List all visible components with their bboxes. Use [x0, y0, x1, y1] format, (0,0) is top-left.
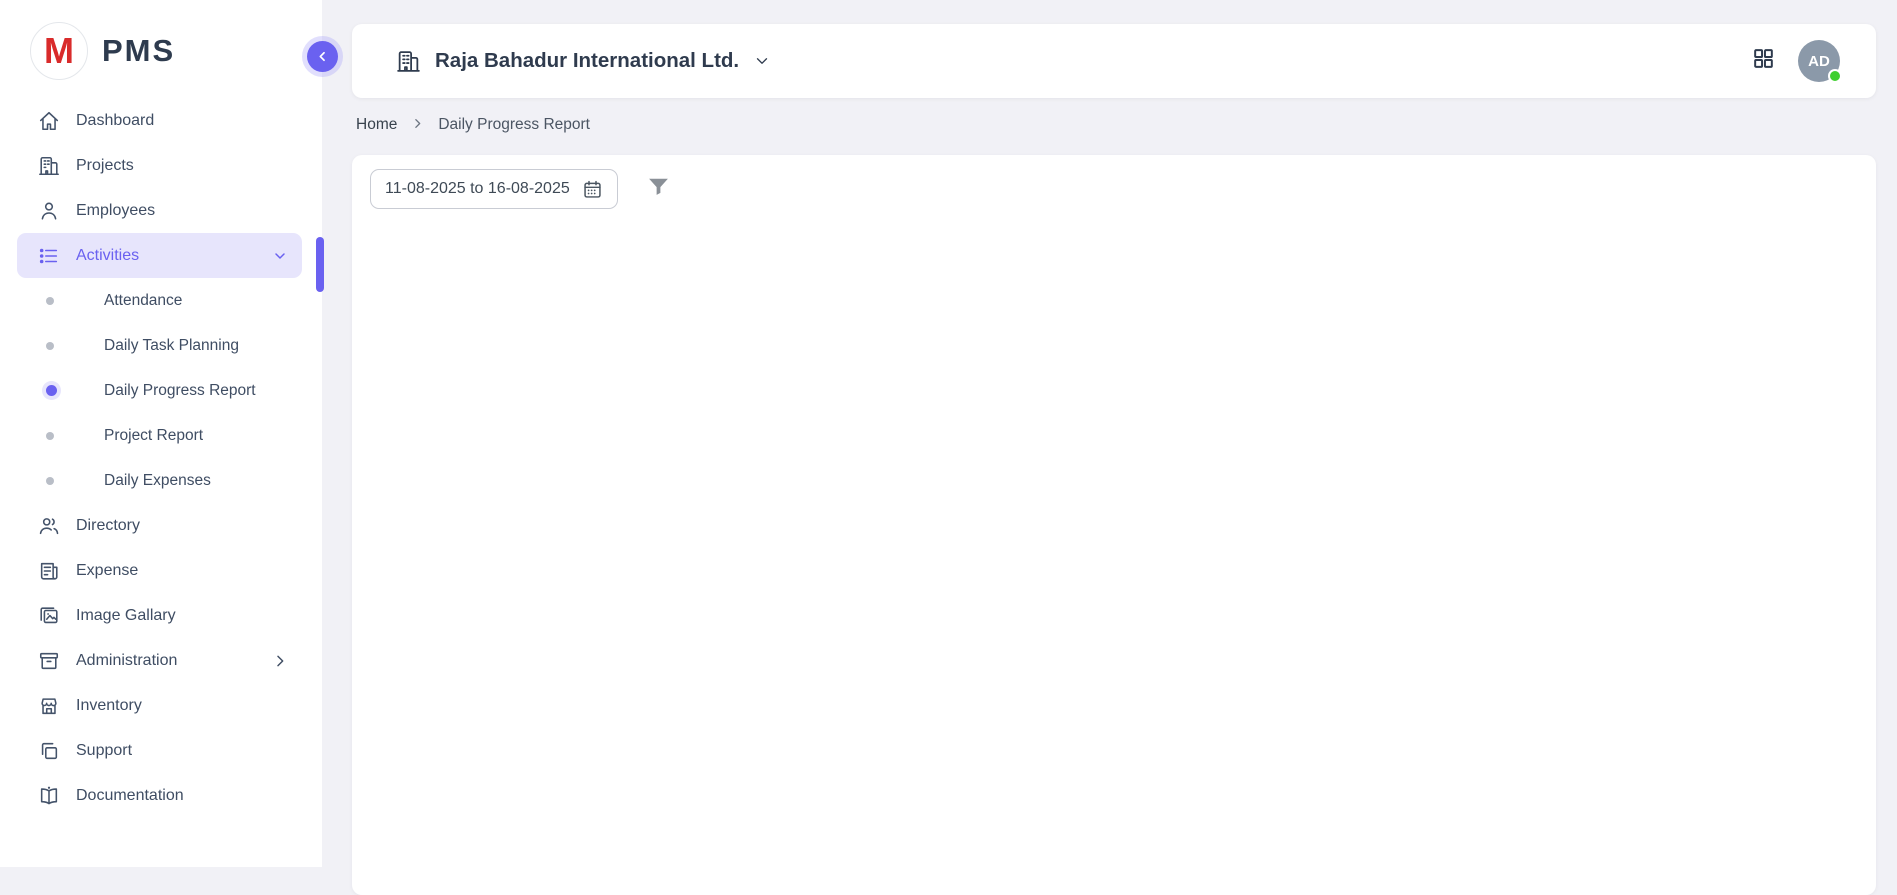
company-name: Raja Bahadur International Ltd. [435, 49, 739, 73]
sidebar-item-label: Dashboard [76, 112, 154, 130]
sidebar-item-label: Image Gallary [76, 607, 176, 625]
breadcrumb-home[interactable]: Home [356, 116, 397, 134]
sidebar-subitem-daily-task-planning[interactable]: Daily Task Planning [0, 323, 322, 368]
copy-icon [38, 740, 60, 762]
sidebar-item-support[interactable]: Support [17, 728, 302, 773]
sidebar-item-activities[interactable]: Activities [17, 233, 302, 278]
sidebar-subitem-label: Daily Expenses [104, 472, 211, 490]
filter-icon[interactable] [646, 174, 671, 204]
sidebar-nav: Dashboard Projects Employees Activities Atte… [0, 98, 322, 818]
building-icon [38, 155, 60, 177]
chevron-down-icon [753, 52, 771, 70]
photo-icon [38, 605, 60, 627]
sidebar-subitem-project-report[interactable]: Project Report [0, 413, 322, 458]
store-icon [38, 695, 60, 717]
submenu-dot-icon [46, 477, 54, 485]
sidebar-subitem-attendance[interactable]: Attendance [0, 278, 322, 323]
sidebar: M PMS Dashboard Projects Employees Activiti… [0, 0, 322, 867]
sidebar-item-label: Projects [76, 157, 134, 175]
date-range-value: 11-08-2025 to 16-08-2025 [385, 180, 570, 198]
app-name: PMS [102, 33, 175, 69]
sidebar-subitem-label: Attendance [104, 292, 182, 310]
apps-grid-icon[interactable] [1751, 46, 1776, 76]
sidebar-collapse-button[interactable] [307, 41, 338, 72]
sidebar-item-expense[interactable]: Expense [17, 548, 302, 593]
active-indicator-bar [316, 237, 324, 292]
building-icon [396, 49, 421, 74]
submenu-dot-icon [46, 385, 57, 396]
sidebar-item-projects[interactable]: Projects [17, 143, 302, 188]
newspaper-icon [38, 560, 60, 582]
sidebar-item-label: Activities [76, 247, 139, 265]
sidebar-item-label: Documentation [76, 787, 184, 805]
submenu-dot-icon [46, 342, 54, 350]
sidebar-item-directory[interactable]: Directory [17, 503, 302, 548]
sidebar-item-label: Directory [76, 517, 140, 535]
user-avatar[interactable]: AD [1798, 40, 1840, 82]
logo-mark: M [30, 22, 88, 80]
sidebar-item-label: Administration [76, 652, 177, 670]
sidebar-item-label: Employees [76, 202, 155, 220]
sidebar-item-administration[interactable]: Administration [17, 638, 302, 683]
chevron-right-icon [411, 114, 424, 135]
sidebar-item-label: Inventory [76, 697, 142, 715]
sidebar-subitem-label: Daily Progress Report [104, 382, 256, 400]
list-icon [38, 245, 60, 267]
breadcrumb: Home Daily Progress Report [356, 114, 590, 135]
online-status-dot [1828, 69, 1842, 83]
submenu-dot-icon [46, 432, 54, 440]
user-icon [38, 200, 60, 222]
chevron-left-icon [315, 49, 330, 64]
chevron-down-icon [272, 248, 288, 264]
sidebar-item-inventory[interactable]: Inventory [17, 683, 302, 728]
sidebar-item-employees[interactable]: Employees [17, 188, 302, 233]
table-header-row [370, 217, 1858, 263]
app-logo: M PMS [0, 0, 322, 94]
progress-table [370, 217, 1858, 263]
topbar: Raja Bahadur International Ltd. AD [352, 24, 1876, 98]
breadcrumb-current: Daily Progress Report [438, 116, 590, 134]
chevron-right-icon [272, 653, 288, 669]
sidebar-subitem-label: Daily Task Planning [104, 337, 239, 355]
main-area: Raja Bahadur International Ltd. AD Home … [322, 0, 1897, 867]
filter-row: 11-08-2025 to 16-08-2025 [370, 169, 1858, 209]
users-icon [38, 515, 60, 537]
archive-icon [38, 650, 60, 672]
sidebar-item-documentation[interactable]: Documentation [17, 773, 302, 818]
company-selector[interactable]: Raja Bahadur International Ltd. [396, 49, 771, 74]
sidebar-item-label: Support [76, 742, 132, 760]
topbar-right: AD [1751, 40, 1840, 82]
sidebar-item-label: Expense [76, 562, 138, 580]
date-range-input[interactable]: 11-08-2025 to 16-08-2025 [370, 169, 618, 209]
logo-letter: M [44, 33, 74, 69]
sidebar-item-image-gallary[interactable]: Image Gallary [17, 593, 302, 638]
sidebar-subitem-daily-expenses[interactable]: Daily Expenses [0, 458, 322, 503]
home-icon [38, 110, 60, 132]
sidebar-subitem-daily-progress-report[interactable]: Daily Progress Report [0, 368, 322, 413]
sidebar-item-dashboard[interactable]: Dashboard [17, 98, 302, 143]
report-card: 11-08-2025 to 16-08-2025 [352, 155, 1876, 895]
submenu-dot-icon [46, 297, 54, 305]
calendar-icon [582, 179, 603, 200]
sidebar-subitem-label: Project Report [104, 427, 203, 445]
book-icon [38, 785, 60, 807]
